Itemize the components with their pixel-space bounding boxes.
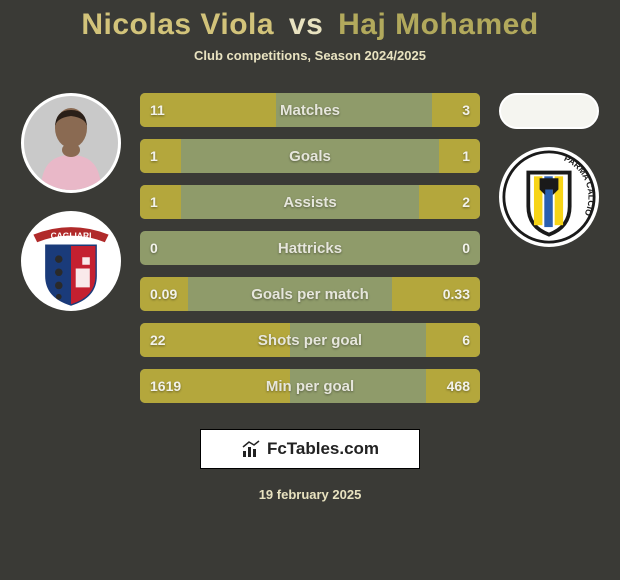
player2-club-badge: PARMA CALCIO	[499, 147, 599, 247]
player1-avatar	[21, 93, 121, 193]
subtitle: Club competitions, Season 2024/2025	[0, 48, 620, 63]
stat-value-right: 2	[462, 194, 470, 210]
player1-name: Nicolas Viola	[81, 8, 274, 41]
stat-row: 22Shots per goal6	[140, 323, 480, 357]
chart-icon	[241, 439, 261, 459]
parma-badge-icon: PARMA CALCIO	[502, 150, 596, 244]
stat-label: Assists	[140, 194, 480, 211]
stat-value-right: 6	[462, 332, 470, 348]
person-icon	[31, 100, 111, 190]
stats-table: 11Matches31Goals11Assists20Hattricks00.0…	[140, 93, 480, 403]
stat-label: Hattricks	[140, 240, 480, 257]
stat-label: Goals per match	[140, 286, 480, 303]
stat-row: 1619Min per goal468	[140, 369, 480, 403]
club-banner-text: CAGLIARI	[51, 230, 92, 240]
page-title: Nicolas Viola vs Haj Mohamed	[0, 8, 620, 42]
player2-avatar-placeholder	[499, 93, 599, 129]
stat-row: 0Hattricks0	[140, 231, 480, 265]
stat-value-right: 0.33	[443, 286, 470, 302]
cagliari-badge-icon: CAGLIARI	[24, 214, 118, 308]
player2-name: Haj Mohamed	[338, 8, 539, 41]
date-label: 19 february 2025	[0, 487, 620, 502]
stat-value-right: 468	[447, 378, 470, 394]
stat-label: Min per goal	[140, 378, 480, 395]
player1-club-badge: CAGLIARI	[21, 211, 121, 311]
branding-text: FcTables.com	[267, 439, 379, 459]
stat-row: 1Goals1	[140, 139, 480, 173]
right-side: PARMA CALCIO	[494, 93, 604, 247]
stat-value-right: 0	[462, 240, 470, 256]
stat-label: Shots per goal	[140, 332, 480, 349]
vs-label: vs	[289, 8, 323, 41]
stat-value-right: 1	[462, 148, 470, 164]
stat-row: 11Matches3	[140, 93, 480, 127]
branding-box: FcTables.com	[200, 429, 420, 469]
stat-label: Matches	[140, 102, 480, 119]
stat-value-right: 3	[462, 102, 470, 118]
content-row: CAGLIARI 11Matches31Goals11Assists20Hatt…	[0, 93, 620, 403]
stat-row: 1Assists2	[140, 185, 480, 219]
stat-row: 0.09Goals per match0.33	[140, 277, 480, 311]
comparison-card: Nicolas Viola vs Haj Mohamed Club compet…	[0, 0, 620, 580]
left-side: CAGLIARI	[16, 93, 126, 311]
stat-label: Goals	[140, 148, 480, 165]
